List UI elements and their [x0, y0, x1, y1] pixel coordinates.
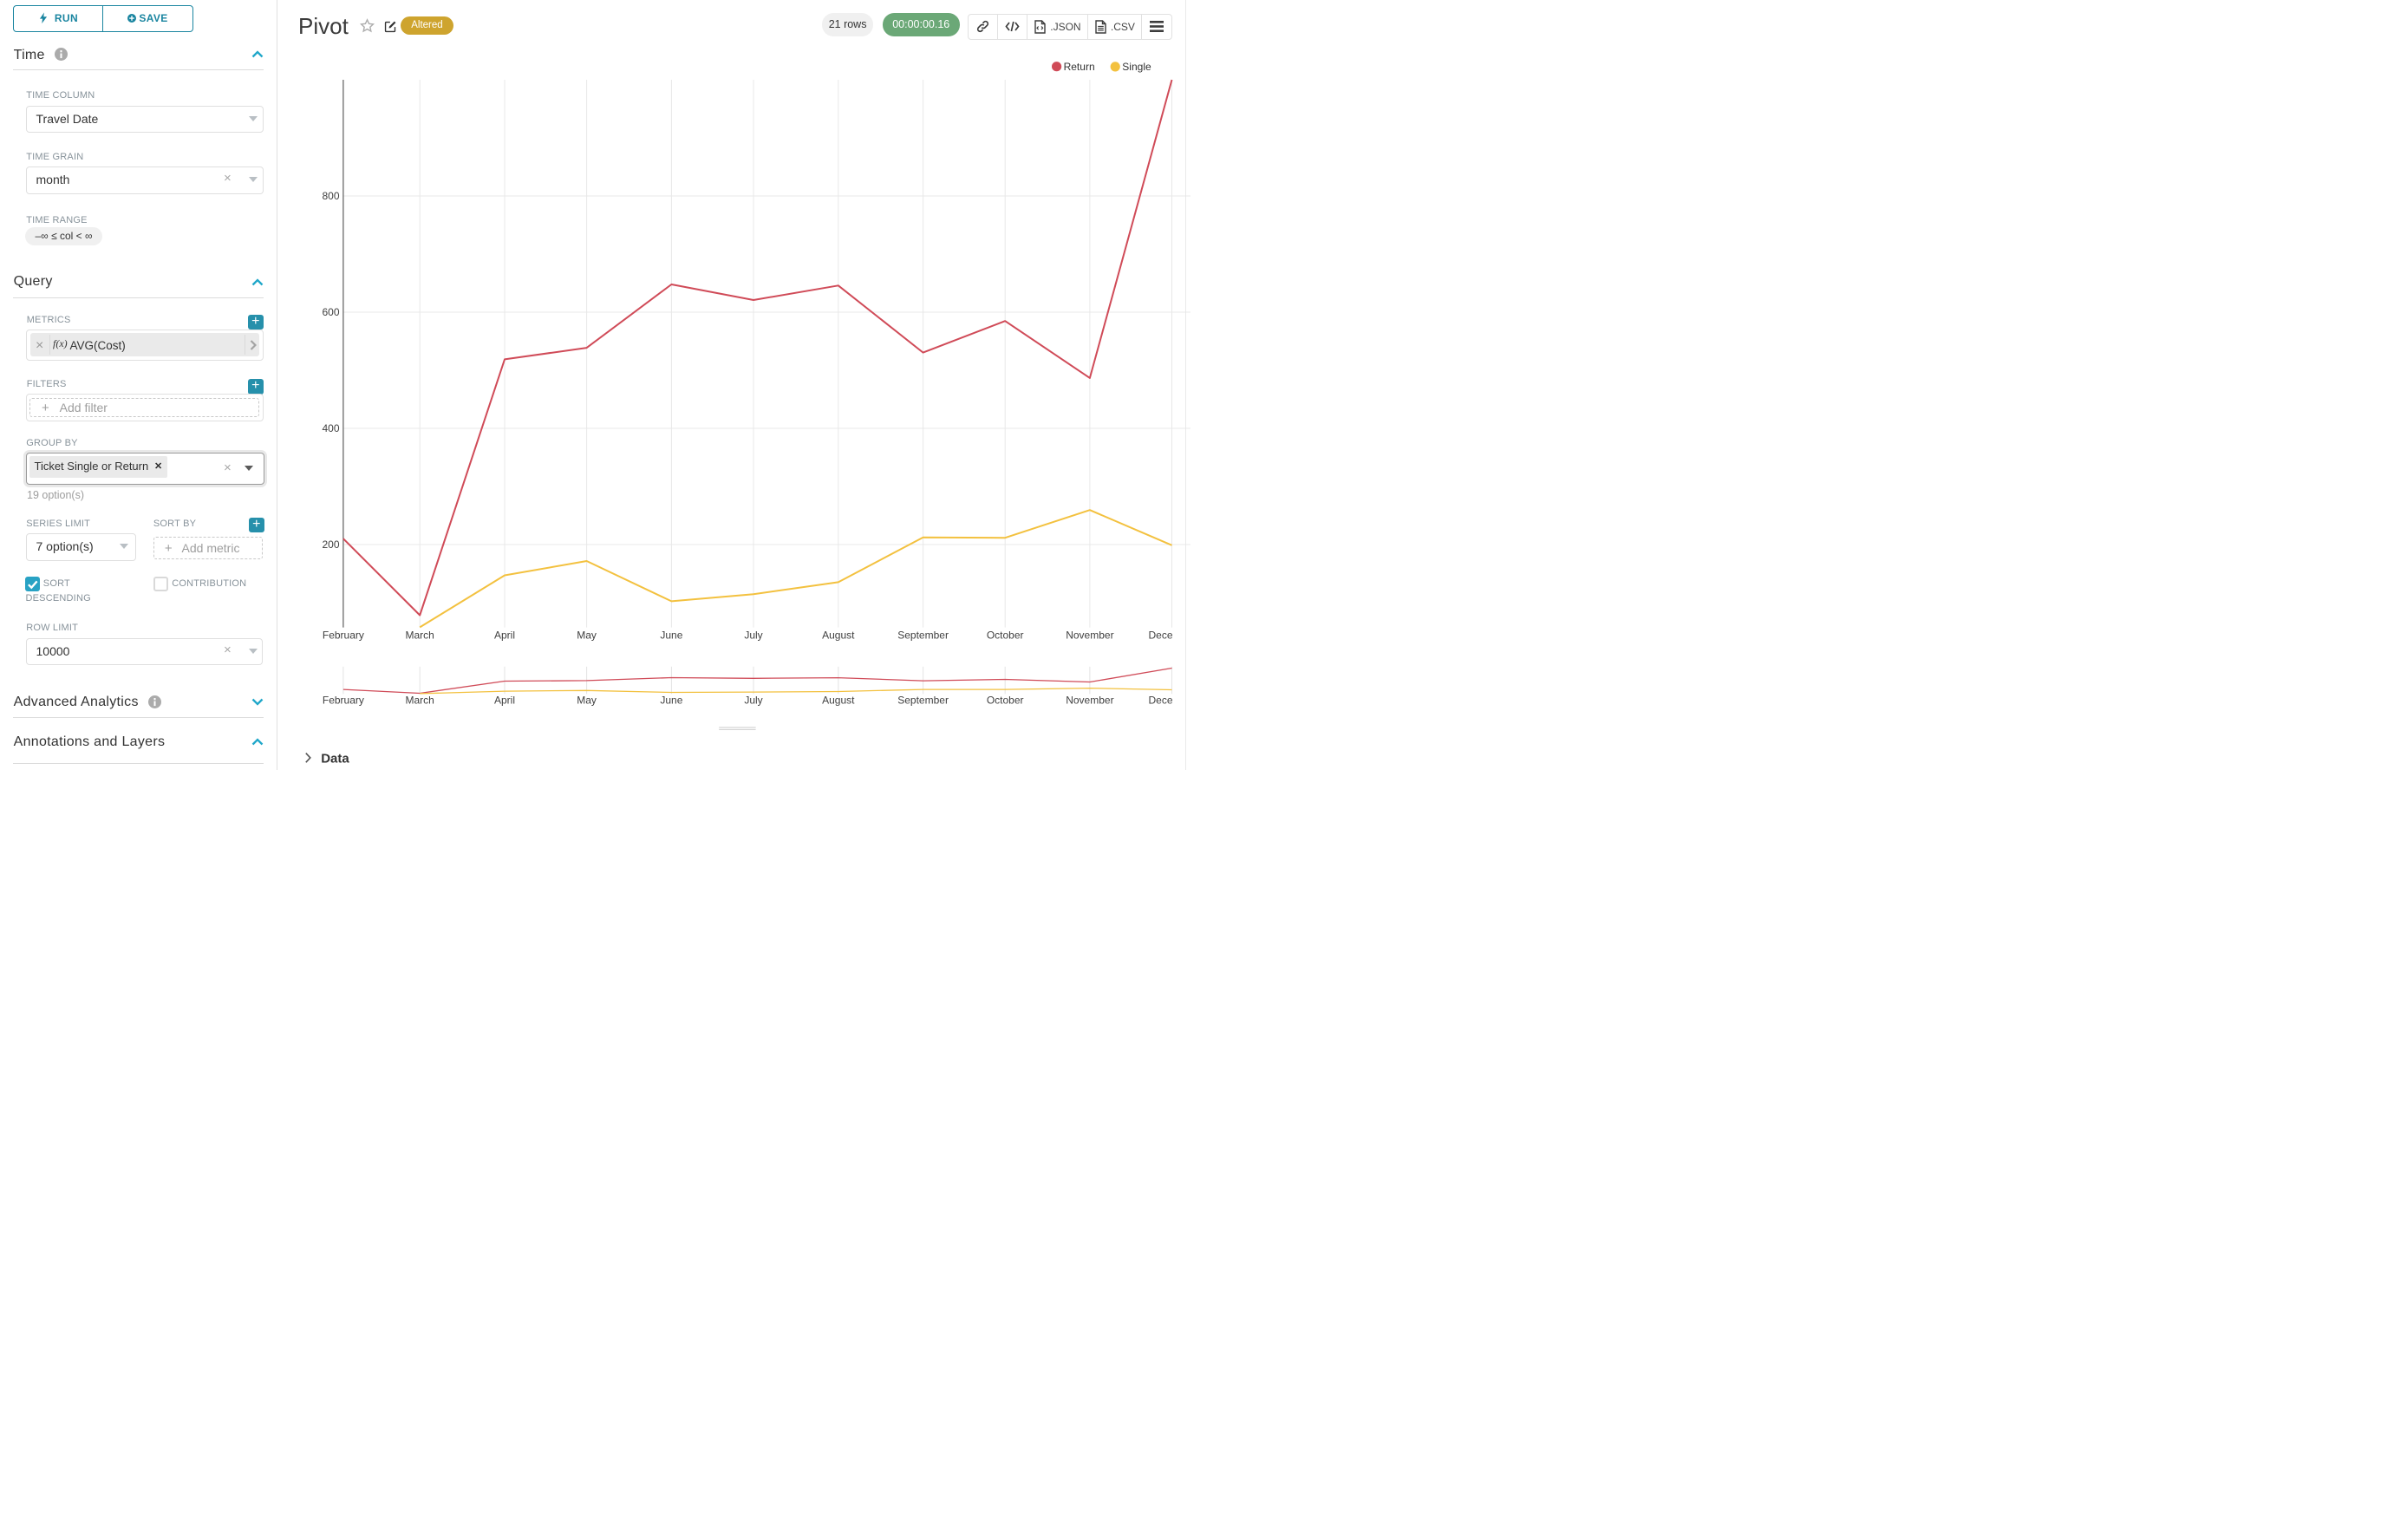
svg-text:July: July: [744, 630, 762, 642]
svg-text:600: 600: [322, 306, 339, 318]
svg-text:March: March: [406, 630, 434, 642]
svg-text:July: July: [744, 694, 762, 706]
svg-text:Single: Single: [1122, 61, 1151, 73]
svg-text:800: 800: [322, 190, 339, 202]
svg-text:April: April: [494, 630, 515, 642]
svg-text:November: November: [1066, 694, 1113, 706]
svg-text:200: 200: [322, 538, 339, 551]
svg-text:February: February: [323, 694, 364, 706]
svg-text:Data: Data: [321, 751, 349, 766]
svg-text:February: February: [323, 630, 364, 642]
svg-text:March: March: [406, 694, 434, 706]
svg-text:August: August: [822, 694, 855, 706]
svg-text:November: November: [1066, 630, 1113, 642]
svg-text:Return: Return: [1064, 61, 1095, 73]
svg-text:October: October: [987, 694, 1024, 706]
svg-text:May: May: [577, 694, 597, 706]
svg-text:October: October: [987, 630, 1024, 642]
svg-text:June: June: [660, 630, 682, 642]
svg-text:September: September: [897, 694, 949, 706]
svg-text:Dece: Dece: [1148, 694, 1172, 706]
svg-text:Dece: Dece: [1148, 630, 1172, 642]
svg-text:May: May: [577, 630, 597, 642]
svg-text:August: August: [822, 630, 855, 642]
svg-text:April: April: [494, 694, 515, 706]
svg-text:September: September: [897, 630, 949, 642]
svg-text:June: June: [660, 694, 682, 706]
svg-text:400: 400: [322, 422, 339, 434]
